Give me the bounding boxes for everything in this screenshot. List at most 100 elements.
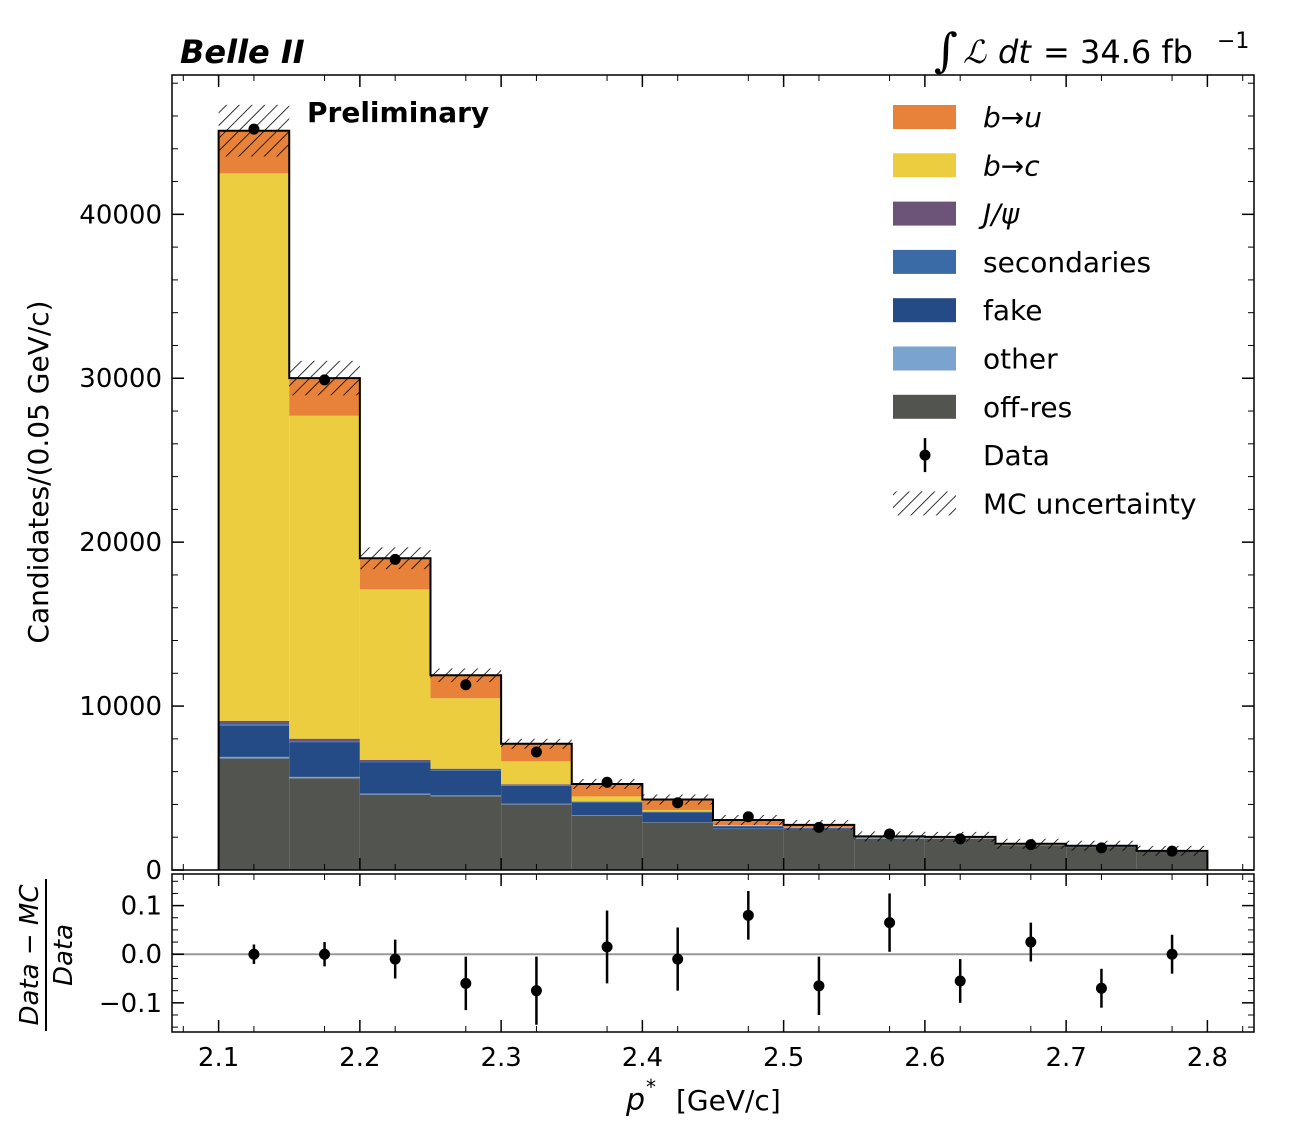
data-point-4 [530, 746, 542, 758]
bar-off-res-bin-2 [359, 794, 431, 870]
y-tick-label-1: 10000 [79, 692, 162, 722]
bar-secondaries-bin-4 [501, 785, 572, 786]
bar-b-c-bin-3 [430, 698, 502, 769]
main-plot-frame [171, 74, 1255, 871]
bar-j--bin-3 [430, 768, 502, 771]
legend-label-fake: fake [983, 294, 1042, 327]
bar-j--bin-1 [289, 738, 360, 742]
legend-swatch-b-c [893, 153, 956, 178]
ratio-point-0 [248, 948, 260, 960]
bar-j--bin-0 [218, 720, 290, 725]
bar-other-bin-4 [501, 803, 572, 805]
y-tick-label-3: 30000 [79, 364, 162, 394]
bar-secondaries-bin-3 [430, 770, 502, 771]
data-point-6 [672, 797, 684, 809]
data-point-0 [248, 123, 260, 135]
luminosity-label: ∫ ℒ dt = 34.6 fb −1 [934, 23, 1249, 77]
bar-fake-bin-4 [501, 785, 572, 804]
legend-swatch-off-res [893, 394, 956, 419]
x-axis-variable: p [625, 1083, 645, 1118]
data-point-5 [601, 776, 613, 788]
mc-uncertainty-bin-3 [430, 668, 502, 683]
experiment-label: Belle II [180, 33, 305, 71]
bar-off-res-bin-8 [783, 829, 855, 870]
bar-off-res-bin-12 [1066, 847, 1137, 870]
bar-fake-bin-5 [571, 802, 643, 816]
y-axis-title: Candidates/(0.05 GeV/c) [22, 300, 55, 643]
data-point-13 [1166, 845, 1178, 857]
bar-b-c-bin-1 [289, 415, 360, 739]
legend: b→u b→c J/ψ secondaries fake other off-res Data… [893, 101, 1196, 520]
bar-off-res-bin-5 [571, 815, 643, 870]
x-tick-label-5: 2.6 [904, 1043, 945, 1073]
ratio-point-6 [672, 953, 684, 965]
bar-off-res-bin-13 [1136, 851, 1208, 870]
bar-b-c-bin-2 [359, 589, 431, 760]
ratio-point-8 [813, 980, 825, 992]
legend-swatch-j- [893, 201, 956, 226]
y-tick-label-0: 0 [145, 856, 162, 886]
lumi-integral: ∫ [934, 23, 958, 77]
bar-fake-bin-0 [218, 725, 290, 757]
legend-label-data: Data [983, 439, 1050, 472]
ratio-ylabel-numerator: Data − MC [15, 884, 45, 1026]
bar-fake-bin-7 [713, 826, 784, 829]
bar-b-c-bin-5 [571, 796, 643, 802]
legend-label-mc-uncertainty: MC uncertainty [983, 487, 1196, 520]
bar-off-res-bin-3 [430, 796, 502, 870]
legend-swatch-other [893, 346, 956, 371]
lumi-exponent: −1 [1217, 29, 1249, 54]
x-tick-label-1: 2.2 [339, 1043, 380, 1073]
legend-label-j-: J/ψ [978, 198, 1020, 231]
legend-label-off-res: off-res [983, 391, 1072, 424]
ratio-plot-frame [171, 873, 1255, 1033]
ratio-point-12 [1095, 982, 1107, 994]
x-tick-label-0: 2.1 [198, 1043, 239, 1073]
bar-other-bin-1 [289, 776, 360, 779]
ratio-plot-panel: 0.1 0.0 −0.1 2.1 2.2 2.3 2.4 2.5 2.6 2.7 2.8 [99, 873, 1255, 1073]
bar-j--bin-2 [359, 759, 431, 762]
bar-b-c-bin-6 [642, 810, 713, 812]
bar-secondaries-bin-1 [289, 741, 360, 743]
data-point-1 [319, 374, 331, 386]
bar-fake-bin-1 [289, 742, 360, 777]
ratio-point-4 [530, 985, 542, 997]
lumi-symbol: ℒ [963, 33, 987, 71]
bar-other-bin-3 [430, 795, 502, 797]
ratio-point-10 [954, 975, 966, 987]
bar-j--bin-4 [501, 784, 572, 786]
bar-other-bin-2 [359, 793, 431, 795]
ratio-y-tick-label-0: 0.1 [121, 892, 162, 922]
legend-swatch-b-u [893, 105, 956, 129]
bar-secondaries-bin-2 [359, 761, 431, 763]
bar-fake-bin-3 [430, 770, 502, 796]
data-point-3 [460, 679, 472, 691]
data-point-12 [1095, 842, 1107, 854]
ratio-point-1 [319, 948, 331, 960]
x-axis-unit: [GeV/c] [676, 1084, 781, 1117]
x-tick-label-3: 2.4 [622, 1043, 663, 1073]
ratio-point-7 [742, 909, 754, 921]
ratio-point-13 [1166, 948, 1178, 960]
x-tick-label-2: 2.3 [480, 1043, 521, 1073]
ratio-point-11 [1025, 936, 1037, 948]
bar-off-res-bin-0 [218, 758, 290, 870]
x-tick-label-6: 2.7 [1045, 1043, 1086, 1073]
bar-off-res-bin-4 [501, 804, 572, 870]
main-plot-panel: 0 10000 20000 30000 40000 Preliminary b→u b→c… [79, 74, 1255, 886]
bar-fake-bin-6 [642, 812, 713, 823]
data-point-2 [389, 553, 401, 565]
x-tick-label-4: 2.5 [763, 1043, 804, 1073]
data-point-10 [954, 833, 966, 845]
bar-b-c-bin-4 [501, 761, 572, 785]
legend-swatch-secondaries [893, 249, 956, 274]
legend-label-other: other [983, 343, 1058, 376]
legend-label-b-u: b→u [983, 101, 1042, 134]
ratio-ylabel-denominator: Data [49, 924, 79, 986]
data-point-11 [1025, 839, 1037, 851]
ratio-y-tick-label-2: −0.1 [99, 989, 162, 1019]
data-point-8 [813, 821, 825, 833]
bar-off-res-bin-1 [289, 778, 360, 870]
bar-other-bin-0 [218, 756, 290, 759]
